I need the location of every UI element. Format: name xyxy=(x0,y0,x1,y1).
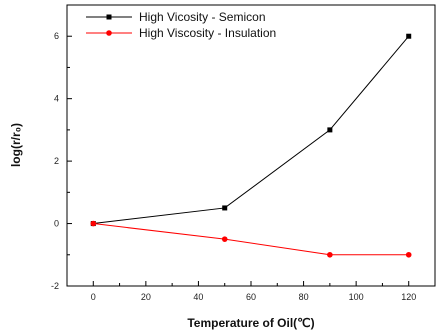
legend-label-2: High Viscosity - Insulation xyxy=(139,26,276,40)
axis-ticks: 0 20 40 60 80 100 120 -2 0 2 4 6 xyxy=(51,4,436,302)
y-tick-label: 2 xyxy=(54,156,59,166)
series-1-point xyxy=(222,205,228,211)
series-2-point xyxy=(405,251,412,258)
y-tick-label: 0 xyxy=(54,219,59,229)
series-2-point xyxy=(221,236,228,242)
x-tick-label: 100 xyxy=(349,292,364,302)
legend-label-1: High Vicosity - Semicon xyxy=(139,10,266,24)
series-2-point xyxy=(327,251,333,258)
y-tick-label: 6 xyxy=(54,31,59,41)
series-1-point xyxy=(406,33,412,39)
legend: High Vicosity - Semicon High Viscosity - … xyxy=(86,10,276,40)
y-tick-label: -2 xyxy=(51,281,59,291)
x-axis-title: Temperature of Oil(℃) xyxy=(187,316,314,330)
y-tick-label: 4 xyxy=(54,94,59,104)
y-axis-title: log(r/r₀) xyxy=(9,123,23,167)
x-tick-label: 20 xyxy=(141,292,151,302)
series-1-point xyxy=(327,127,333,133)
x-tick-label: 80 xyxy=(299,292,309,302)
x-tick-label: 40 xyxy=(193,292,203,302)
series-line-2 xyxy=(93,223,409,256)
series-group xyxy=(90,33,412,258)
x-tick-label: 120 xyxy=(401,292,416,302)
series-2-point xyxy=(90,220,97,227)
x-tick-label: 0 xyxy=(91,292,96,302)
x-tick-label: 60 xyxy=(246,292,256,302)
legend-marker-1 xyxy=(106,14,112,20)
legend-marker-2 xyxy=(106,30,112,36)
series-line-1 xyxy=(93,35,410,225)
plot-frame xyxy=(66,4,436,287)
